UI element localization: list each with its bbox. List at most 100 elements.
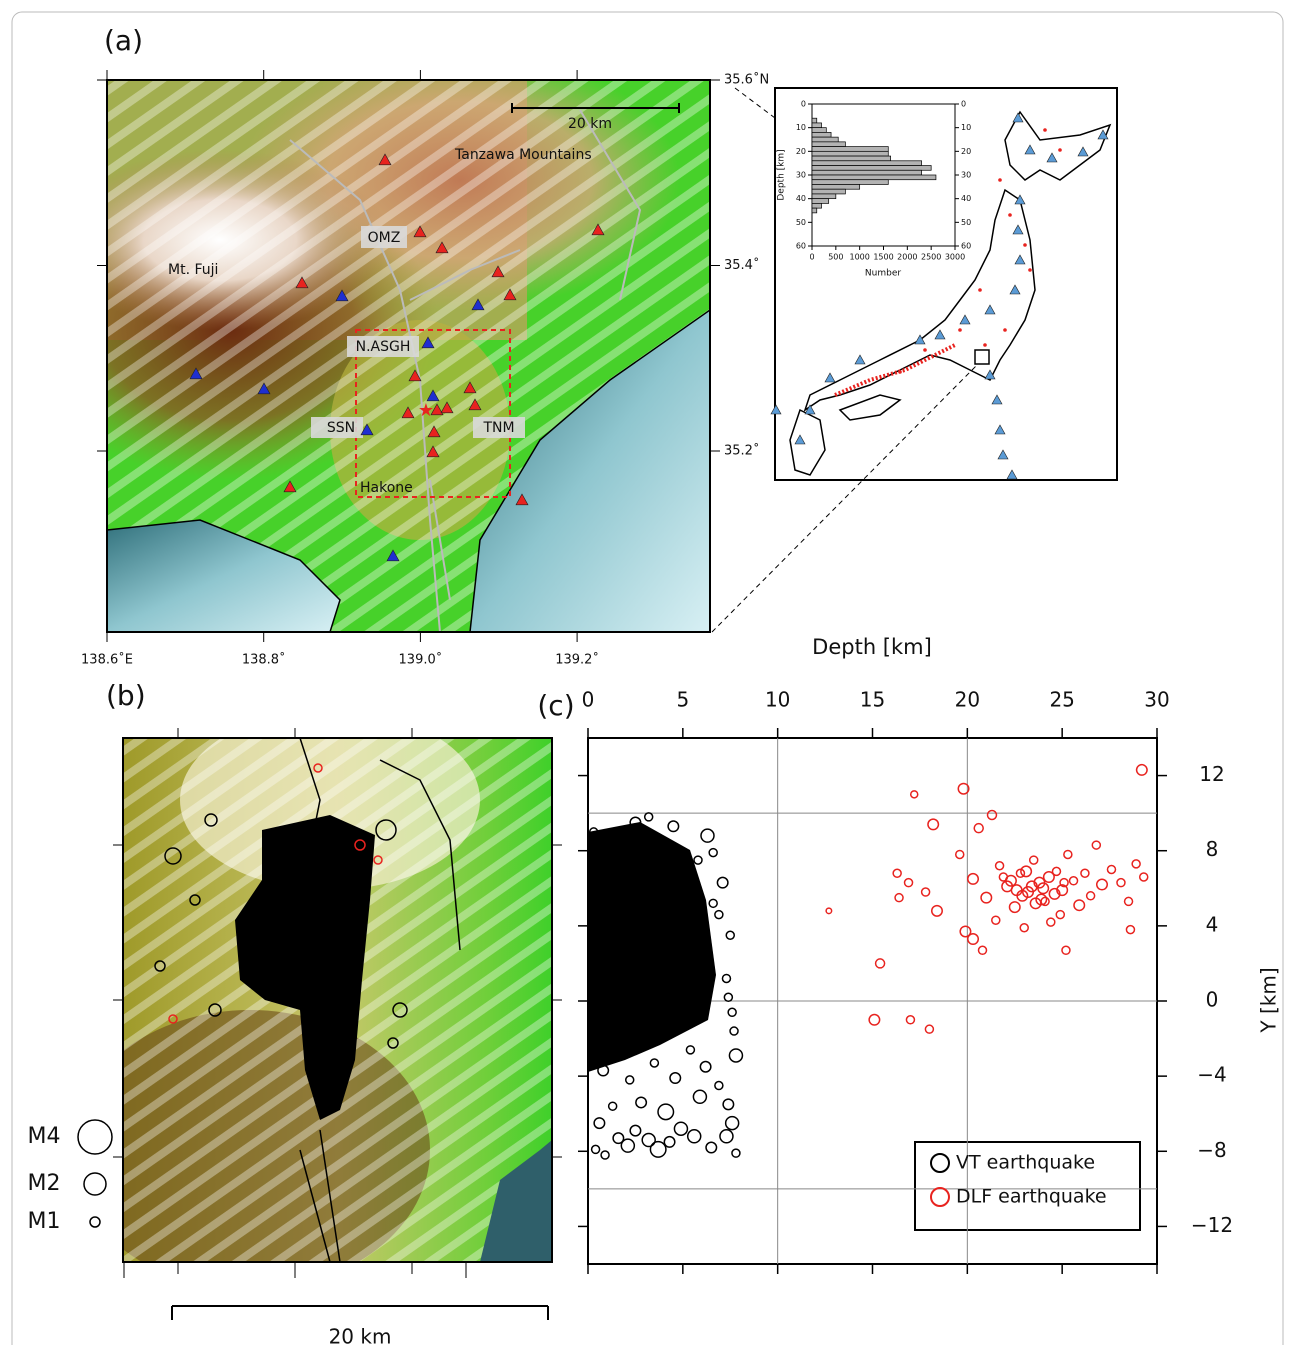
quake [700,828,715,843]
quake [894,892,904,903]
map-a-frame [106,79,711,633]
legend-marker [930,1153,950,1173]
panel-label: (c) [537,689,574,722]
quake [977,945,988,956]
station [503,288,517,301]
quake [874,958,886,969]
study-area [974,349,990,365]
station [1024,144,1036,155]
histogram-bar [811,160,922,166]
quake [685,1045,696,1055]
quake [986,809,998,821]
histogram-bar [811,169,922,176]
station [794,434,806,445]
quake [606,836,616,847]
quake [588,827,599,837]
quake [723,992,734,1002]
quake [1116,877,1126,888]
quake [909,790,919,799]
station [984,369,996,380]
quake [699,1060,712,1073]
x-tick-label: 30 [1144,688,1169,712]
station [335,289,349,302]
quake [1135,763,1148,776]
quake [724,1115,740,1131]
y-tick-label: 8 [1206,837,1219,861]
histogram-bar [811,155,892,162]
quake [998,872,1009,882]
quake [1085,891,1096,901]
station [1009,284,1021,295]
quake [641,1132,656,1148]
coastline [803,188,1036,412]
station [468,398,482,411]
station [1012,112,1024,123]
quake [731,1148,741,1158]
y-tick-label: 0 [801,100,806,109]
x-tick-label: 15 [860,688,885,712]
station [295,276,309,289]
quake [619,1031,629,1042]
label-bg [361,226,407,248]
quake [1010,884,1023,897]
vt-dense-cloud [588,822,716,1072]
station [440,401,454,414]
quake [1106,864,1117,875]
histogram-bar [811,193,837,200]
quake [600,977,610,987]
y-tick-label: 10 [796,123,806,132]
y-tick-label: 0 [961,100,966,109]
quake [1091,840,1102,850]
quake [1025,880,1038,893]
quake [698,956,709,967]
x-tick-label: 0 [582,688,595,712]
station [984,304,996,315]
quake [615,936,625,946]
quake [691,984,701,995]
y-tick-label: 40 [961,194,971,203]
quake [1138,872,1149,882]
x-tick-label: 5 [676,688,689,712]
quake [1020,865,1033,878]
station [413,225,427,238]
quake [729,1026,739,1036]
station [991,394,1003,405]
quake [1080,868,1090,879]
histogram-bar [811,122,822,129]
y-tick-label: 30 [961,171,971,180]
y-tick-label: 60 [796,242,806,251]
histogram-bar [811,207,818,214]
x-tick-label: 138.8˚ [242,652,286,668]
quake [1029,897,1042,910]
quake [1028,855,1039,865]
legend-label: VT earthquake [956,1152,1095,1174]
quake [980,891,993,904]
quake [903,877,914,888]
place-label: OMZ [368,230,401,246]
histogram-bar [811,174,937,181]
quake [649,1058,660,1068]
station [430,403,444,416]
quake [714,1080,724,1091]
station [1012,224,1024,235]
axis-label: Number [865,269,901,279]
x-tick-label: 25 [1049,688,1074,712]
quake [629,816,642,829]
y-tick-label: 50 [961,218,971,227]
station [408,369,422,382]
quake [657,1103,675,1121]
x-tick-label: 1000 [849,253,869,262]
histogram-bar [811,184,861,190]
tremor [958,328,962,332]
quake [626,992,637,1002]
magnitude-circle [77,1119,113,1155]
station [426,389,440,402]
histogram-bar [811,203,822,209]
quake [1095,878,1108,891]
quake [721,973,732,984]
x-tick-label: 139.0˚ [399,652,443,668]
quake [1059,877,1069,888]
coastline [789,394,902,476]
x-tick-label: 3000 [945,253,965,262]
